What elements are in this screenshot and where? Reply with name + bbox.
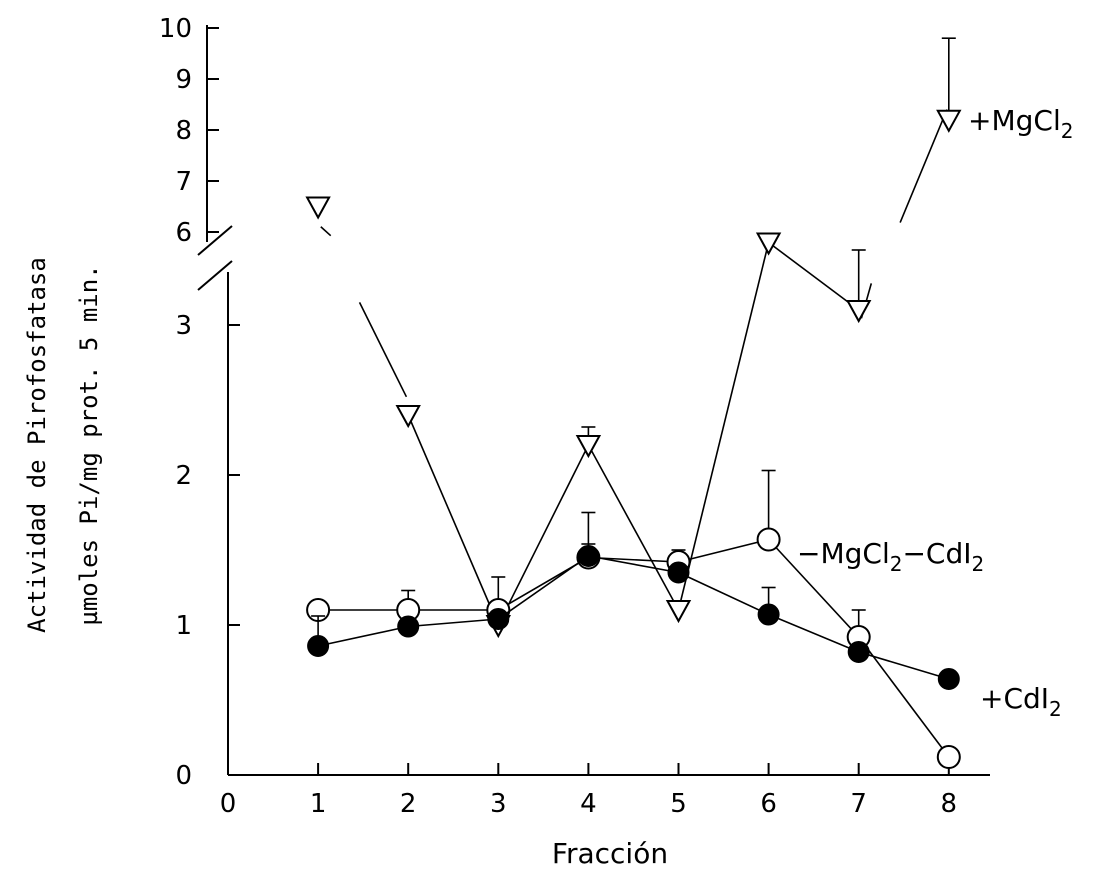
data-point-filled-circle: [397, 615, 420, 638]
series-line-segment: [587, 444, 680, 611]
x-tick-label-0: 0: [220, 789, 237, 819]
y-tick-label-2: 2: [175, 461, 192, 491]
y-tick-label-6: 6: [175, 218, 192, 248]
legend-label-2: +CdI2: [980, 682, 1062, 721]
axis-break-mark-2: [197, 260, 233, 291]
data-point-filled-circle: [937, 668, 960, 690]
ticks: 0 1 2 3 4 5 6 7 8 0 1 2 3 6 7 8 9 10: [159, 14, 957, 819]
axes: [197, 25, 990, 776]
y-axis-title-group-2: µmoles Pi/mg prot. 5 min.: [75, 264, 103, 625]
x-tick-label-8: 8: [941, 789, 958, 819]
y-tick-label-3: 3: [175, 311, 192, 341]
y-tick-label-7: 7: [175, 167, 192, 197]
series-line-segment: [407, 414, 500, 626]
x-tick-label-1: 1: [310, 789, 327, 819]
x-tick-label-4: 4: [580, 789, 597, 819]
data-point-triangle: [755, 232, 782, 256]
series-line-segment: [768, 538, 860, 638]
series-line-segment: [588, 555, 679, 574]
series-line-segment: [497, 555, 589, 620]
data-point-filled-circle: [577, 545, 600, 567]
data-point-open-circle: [936, 745, 961, 769]
series-line-segment: [899, 109, 948, 223]
series-line-segment: [678, 538, 769, 563]
x-tick-label-2: 2: [400, 789, 417, 819]
data-point-open-circle: [756, 527, 781, 552]
series-layer: [305, 37, 962, 769]
series-line-segment: [320, 226, 332, 237]
y-tick-label-10: 10: [159, 14, 192, 44]
data-point-triangle: [575, 435, 602, 459]
series-line-segment: [768, 241, 860, 311]
data-point-triangle: [936, 109, 962, 133]
x-tick-label-5: 5: [670, 789, 687, 819]
series-line-segment: [358, 302, 408, 398]
series-line-segment: [408, 618, 499, 628]
y-tick-label-9: 9: [175, 65, 192, 95]
series-line-segment: [678, 571, 769, 616]
y-tick-label-1: 1: [175, 611, 192, 641]
legend-layer: +MgCl2 −MgCl2−CdI2 +CdI2: [797, 104, 1073, 721]
y-axis-title-group: Actividad de Pirofosfatasa: [23, 257, 51, 633]
data-point-triangle: [846, 300, 872, 324]
series-2: [307, 543, 960, 690]
data-point-triangle: [305, 196, 331, 220]
data-point-filled-circle: [667, 561, 690, 584]
x-tick-label-3: 3: [490, 789, 507, 819]
axis-break-mark-1: [197, 225, 233, 256]
data-point-filled-circle: [847, 641, 870, 663]
series-line-segment: [317, 625, 409, 647]
data-point-triangle: [665, 600, 692, 624]
data-point-triangle: [395, 405, 421, 429]
y-axis-title-line2: µmoles Pi/mg prot. 5 min.: [75, 264, 103, 625]
y-tick-label-0: 0: [175, 761, 192, 791]
x-axis-title: Fracción: [552, 837, 668, 870]
series-line-segment: [497, 444, 590, 626]
x-tick-label-7: 7: [850, 789, 867, 819]
series-line-segment: [858, 636, 950, 758]
legend-label-1: −MgCl2−CdI2: [797, 537, 984, 576]
series-line-segment: [858, 651, 950, 680]
series-line-segment: [677, 242, 770, 611]
data-point-filled-circle: [307, 635, 330, 657]
legend-label-0: +MgCl2: [968, 104, 1073, 143]
series-line-segment: [768, 613, 860, 653]
x-tick-label-6: 6: [760, 789, 777, 819]
y-axis-title-line1: Actividad de Pirofosfatasa: [23, 257, 51, 633]
data-point-filled-circle: [487, 608, 510, 630]
data-point-filled-circle: [757, 603, 780, 626]
y-tick-label-8: 8: [175, 116, 192, 146]
